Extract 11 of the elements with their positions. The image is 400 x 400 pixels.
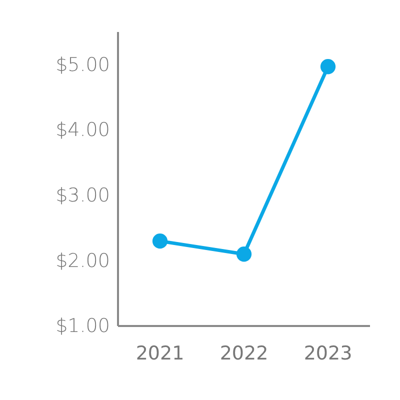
y-tick-label: $4.00 [56,119,110,142]
y-tick-label: $1.00 [56,315,110,338]
x-tick-label: 2022 [220,342,268,364]
y-tick-label: $5.00 [56,54,110,76]
y-tick-label: $3.00 [56,184,110,206]
x-tick-label: 2023 [304,342,352,364]
point [152,234,168,249]
x-tick-label: 2021 [136,342,184,364]
point [236,246,252,262]
y-tick-label: $2.00 [56,250,110,272]
point [320,59,336,74]
